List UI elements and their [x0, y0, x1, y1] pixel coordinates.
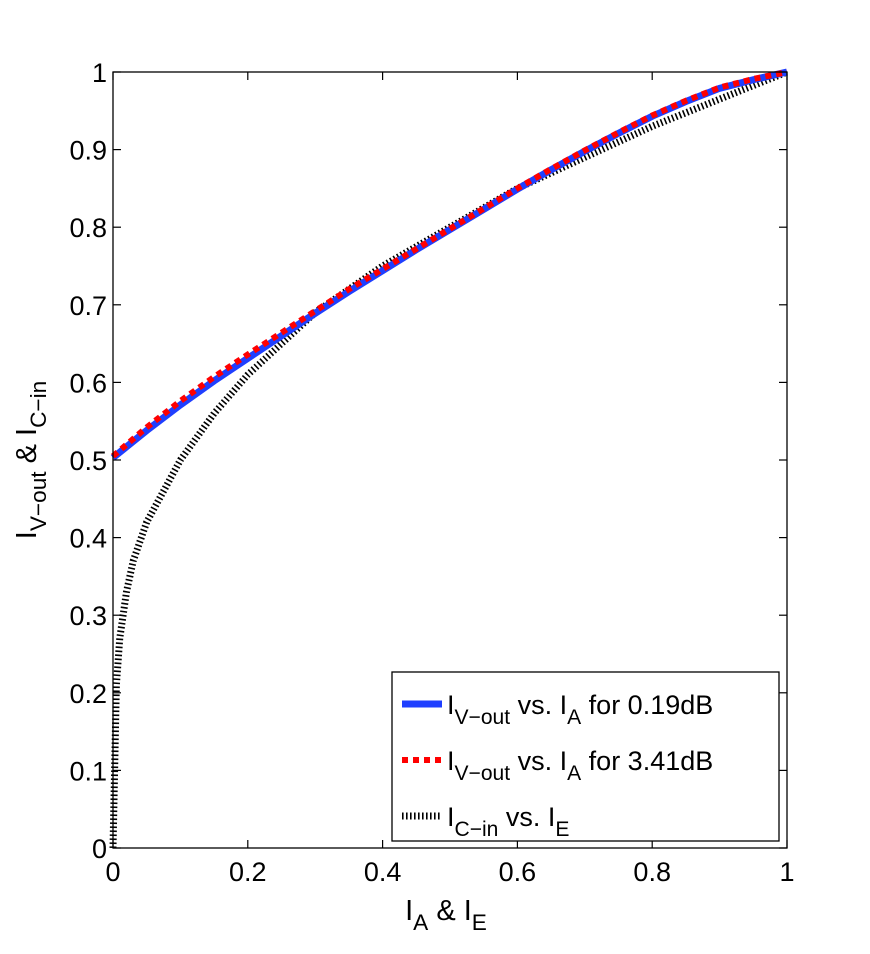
subscript-text: E	[472, 910, 487, 935]
x-tick-label: 0.4	[364, 857, 402, 887]
label-text-part: I	[447, 690, 455, 720]
ticks-layer: 0 0.2 0.4 0.6 0.8 1 0 0.1 0.2 0.3 0.4 0.5 0.6 0.7 0.8 0…	[69, 58, 794, 887]
subscript-text: A	[567, 706, 581, 729]
y-tick-label: 1	[92, 58, 107, 88]
subscript-text: V−out	[26, 471, 51, 531]
subscript-text: C−in	[455, 818, 499, 841]
y-tick-label: 0.9	[69, 136, 107, 166]
label-text-part: vs. I	[498, 802, 555, 832]
series-layer	[109, 68, 789, 849]
legend-label-3: IC−in vs. IE	[447, 802, 569, 841]
y-tick-label: 0.1	[69, 756, 107, 786]
label-text-part: vs. I	[510, 690, 567, 720]
y-tick-label: 0.2	[69, 679, 107, 709]
y-tick-label: 0	[92, 834, 107, 864]
label-text-part: for 0.19dB	[581, 690, 713, 720]
y-tick-label: 0.5	[69, 446, 107, 476]
y-tick-label: 0.6	[69, 368, 107, 398]
x-tick-label: 0	[105, 857, 120, 887]
subscript-text: A	[567, 762, 581, 785]
legend-label-1: IV−out vs. IA for 0.19dB	[447, 690, 713, 729]
x-tick-label: 0.2	[229, 857, 267, 887]
label-text-part: I	[447, 746, 455, 776]
subscript-text: C−in	[26, 381, 51, 428]
label-text-part: I	[447, 802, 455, 832]
y-tick-label: 0.3	[69, 601, 107, 631]
x-axis-label: IA & IE	[405, 895, 487, 935]
y-axis-label: IV−out & IC−in	[11, 381, 51, 539]
series-line-2	[111, 69, 788, 459]
subscript-text: V−out	[455, 706, 511, 729]
y-tick-label: 0.8	[69, 213, 107, 243]
label-text-part: for 3.41dB	[581, 746, 713, 776]
label-text-part: & I	[11, 428, 43, 472]
label-text-part: I	[11, 531, 43, 539]
subscript-text: A	[413, 910, 429, 935]
subscript-text: E	[555, 818, 569, 841]
x-tick-label: 1	[779, 857, 794, 887]
y-tick-label: 0.4	[69, 524, 107, 554]
subscript-text: V−out	[455, 762, 511, 785]
label-text-part: I	[405, 895, 413, 927]
y-tick-label: 0.7	[69, 291, 107, 321]
label-text-part: & I	[428, 895, 472, 927]
x-tick-label: 0.6	[499, 857, 537, 887]
legend-box	[391, 671, 780, 842]
x-tick-label: 0.8	[633, 857, 671, 887]
legend-label-2: IV−out vs. IA for 3.41dB	[447, 746, 713, 785]
label-text-part: vs. I	[510, 746, 567, 776]
